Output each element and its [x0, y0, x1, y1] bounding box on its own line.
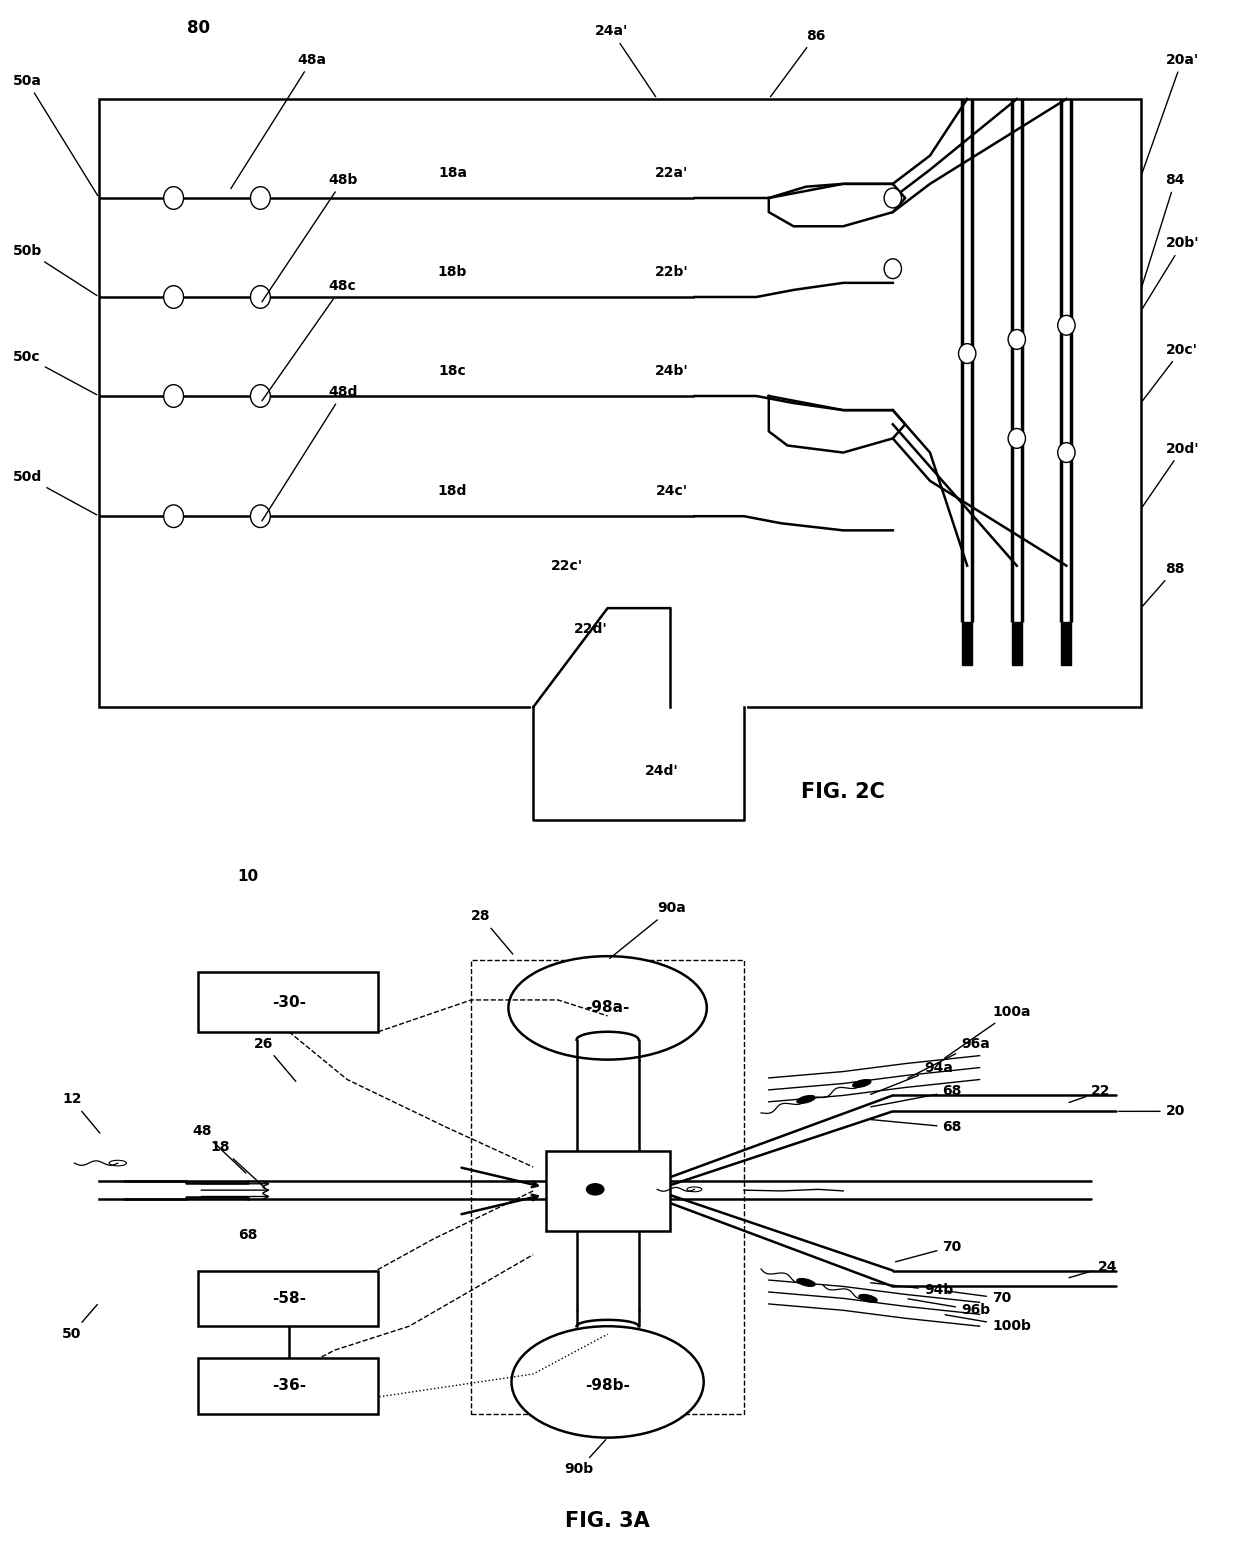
Text: -36-: -36-	[272, 1378, 306, 1394]
Text: 22c': 22c'	[551, 559, 583, 573]
Circle shape	[587, 1183, 604, 1194]
Text: 48b: 48b	[262, 173, 358, 302]
Text: 86: 86	[770, 28, 826, 97]
Text: 94b: 94b	[870, 1283, 954, 1297]
Text: 96a: 96a	[908, 1037, 990, 1079]
Ellipse shape	[508, 956, 707, 1060]
Bar	[1061, 623, 1071, 665]
Bar	[471, 961, 744, 1414]
Text: 20c': 20c'	[1142, 343, 1198, 400]
Text: 18a: 18a	[438, 165, 467, 179]
Text: 50c: 50c	[12, 350, 97, 394]
Text: 10: 10	[237, 869, 259, 884]
Text: 24c': 24c'	[656, 484, 688, 498]
Text: 68: 68	[238, 1228, 258, 1241]
Bar	[99, 100, 1141, 707]
Text: 50d: 50d	[12, 470, 97, 515]
Text: 70: 70	[945, 1291, 1012, 1305]
Circle shape	[250, 285, 270, 308]
Text: 24d': 24d'	[645, 764, 678, 778]
Text: 50: 50	[62, 1305, 98, 1341]
Circle shape	[164, 385, 184, 408]
Circle shape	[1008, 428, 1025, 448]
Circle shape	[250, 385, 270, 408]
Text: 20: 20	[1118, 1104, 1185, 1118]
Ellipse shape	[687, 1186, 702, 1191]
Text: 22a': 22a'	[655, 165, 688, 179]
Text: 48: 48	[192, 1124, 246, 1172]
Text: 68: 68	[870, 1119, 962, 1133]
Text: 48a: 48a	[231, 53, 326, 188]
Text: 18c: 18c	[439, 363, 466, 377]
Text: 50b: 50b	[12, 243, 97, 296]
Text: 96b: 96b	[908, 1299, 990, 1317]
Ellipse shape	[797, 1278, 815, 1286]
Text: 24b': 24b'	[655, 363, 688, 377]
Text: 26: 26	[254, 1037, 296, 1082]
Text: 24a': 24a'	[595, 25, 656, 97]
Bar	[198, 972, 378, 1032]
Text: 18: 18	[211, 1140, 264, 1188]
Text: -30-: -30-	[272, 995, 306, 1010]
Text: -98b-: -98b-	[585, 1378, 630, 1394]
Text: -98a-: -98a-	[585, 1001, 630, 1015]
Bar	[198, 1271, 378, 1327]
Ellipse shape	[511, 1327, 704, 1437]
Circle shape	[250, 504, 270, 528]
Text: 50a: 50a	[12, 73, 98, 196]
Bar	[1012, 623, 1022, 665]
Text: 48d: 48d	[262, 385, 358, 522]
Text: 90b: 90b	[564, 1440, 605, 1476]
Bar	[198, 1358, 378, 1414]
Text: 90a: 90a	[610, 902, 686, 959]
Text: 68: 68	[870, 1084, 962, 1107]
Text: 70: 70	[895, 1239, 962, 1261]
Text: 20d': 20d'	[1142, 442, 1199, 508]
Text: 18d: 18d	[438, 484, 467, 498]
Text: 84: 84	[1142, 173, 1185, 288]
Text: -58-: -58-	[272, 1291, 306, 1306]
Circle shape	[884, 258, 901, 279]
Ellipse shape	[797, 1096, 815, 1104]
Circle shape	[250, 187, 270, 209]
Circle shape	[1058, 316, 1075, 335]
Text: FIG. 2C: FIG. 2C	[801, 782, 885, 802]
Text: 80: 80	[187, 19, 210, 37]
Text: 22d': 22d'	[574, 623, 608, 637]
Text: 28: 28	[471, 909, 513, 954]
Text: 100b: 100b	[945, 1314, 1030, 1333]
Circle shape	[959, 344, 976, 363]
Circle shape	[884, 188, 901, 209]
Ellipse shape	[109, 1160, 126, 1166]
Text: 22: 22	[1069, 1084, 1111, 1102]
Circle shape	[1008, 330, 1025, 349]
Text: 12: 12	[62, 1093, 100, 1133]
Circle shape	[164, 285, 184, 308]
Text: 24: 24	[1069, 1260, 1117, 1278]
Text: 48c: 48c	[262, 279, 356, 400]
Ellipse shape	[859, 1294, 877, 1302]
Text: 20b': 20b'	[1142, 237, 1199, 308]
Text: 20a': 20a'	[1142, 53, 1199, 174]
Bar	[962, 623, 972, 665]
Bar	[546, 1151, 670, 1230]
Ellipse shape	[853, 1079, 870, 1087]
Text: 22b': 22b'	[655, 265, 688, 279]
Circle shape	[1058, 442, 1075, 462]
Text: 18b: 18b	[438, 265, 467, 279]
Text: FIG. 3A: FIG. 3A	[565, 1512, 650, 1531]
Circle shape	[164, 187, 184, 209]
Text: 88: 88	[1142, 562, 1185, 606]
Circle shape	[164, 504, 184, 528]
Text: 94a: 94a	[870, 1060, 952, 1095]
Text: 100a: 100a	[945, 1004, 1030, 1059]
